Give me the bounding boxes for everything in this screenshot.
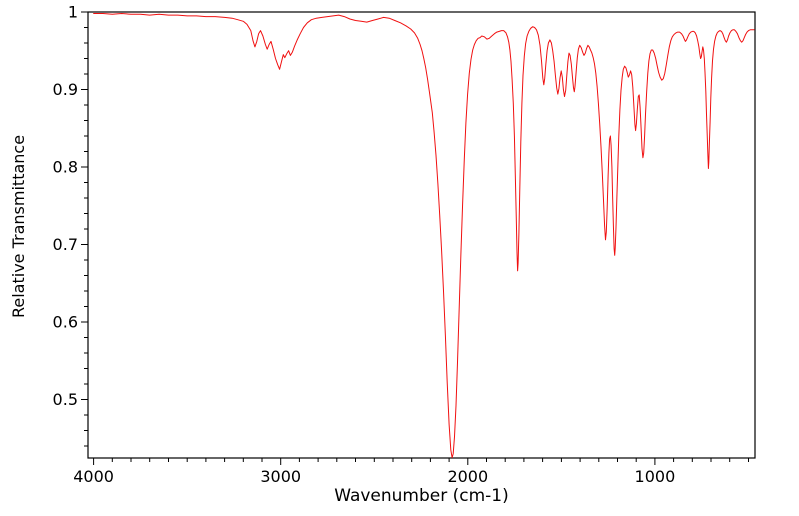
- svg-text:0.6: 0.6: [53, 313, 78, 332]
- x-tick-labels: 4000 3000 2000 1000: [73, 467, 675, 486]
- svg-text:3000: 3000: [260, 467, 301, 486]
- spectrum-line: [93, 13, 755, 459]
- svg-text:2000: 2000: [447, 467, 488, 486]
- x-axis-ticks: [93, 458, 749, 465]
- y-axis-ticks: [81, 11, 88, 447]
- y-tick-labels: 0.5 0.6 0.7 0.8 0.9 1: [53, 3, 78, 410]
- svg-text:0.5: 0.5: [53, 390, 78, 409]
- svg-text:1: 1: [68, 3, 78, 22]
- y-axis-label: Relative Transmittance: [9, 134, 28, 318]
- x-axis-label: Wavenumber (cm-1): [334, 486, 509, 506]
- svg-text:0.7: 0.7: [53, 235, 78, 254]
- svg-text:4000: 4000: [73, 467, 114, 486]
- svg-text:0.9: 0.9: [53, 80, 78, 99]
- svg-text:1000: 1000: [635, 467, 676, 486]
- plot-border: [87, 11, 756, 459]
- svg-text:0.8: 0.8: [53, 158, 78, 177]
